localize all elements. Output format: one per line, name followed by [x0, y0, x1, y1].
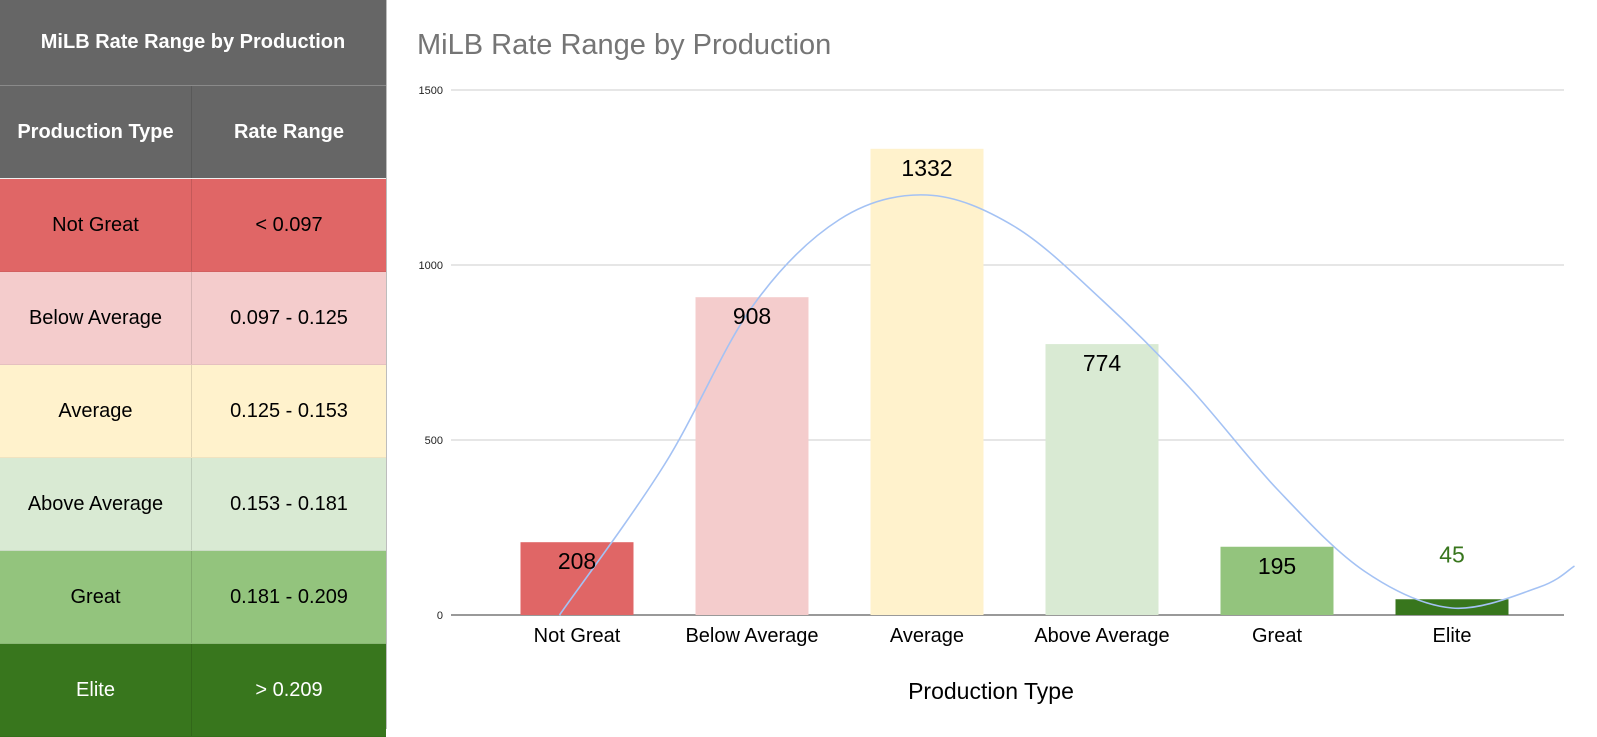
- data-labels: 208 908 1332 774 195 45: [558, 155, 1465, 579]
- y-tick-labels: 0 500 1000 1500: [419, 85, 443, 622]
- table-title: MiLB Rate Range by Production: [0, 0, 386, 86]
- x-tick-labels: Not Great Below Average Average Above Avera…: [534, 625, 1472, 647]
- bar: [695, 297, 809, 615]
- data-label: 774: [1083, 350, 1122, 376]
- rate-range-cell: 0.153 - 0.181: [230, 492, 348, 515]
- trendline: [558, 194, 1575, 616]
- rate-range-cell: 0.125 - 0.153: [230, 399, 348, 422]
- x-tick-label: Elite: [1433, 625, 1472, 647]
- x-tick-label: Above Average: [1034, 625, 1169, 647]
- y-tick-label: 1500: [419, 85, 443, 97]
- data-label: 908: [733, 303, 771, 329]
- bar: [1220, 546, 1334, 615]
- production-type-cell: Average: [0, 365, 192, 457]
- x-tick-label: Not Great: [534, 625, 621, 647]
- bar: [870, 148, 984, 616]
- x-tick-label: Great: [1252, 625, 1302, 647]
- trendline-curve: [558, 194, 1575, 616]
- rate-range-cell: < 0.097: [255, 213, 323, 236]
- rate-range-cell: 0.181 - 0.209: [230, 585, 348, 608]
- rate-range-cell: 0.097 - 0.125: [230, 306, 348, 329]
- table-row: Elite > 0.209: [0, 644, 386, 737]
- y-tick-label: 1000: [419, 260, 443, 272]
- production-type-cell: Below Average: [0, 272, 192, 364]
- production-type-cell: Above Average: [0, 458, 192, 550]
- bar: [1395, 599, 1509, 615]
- bar: [1045, 344, 1159, 615]
- production-type-cell: Great: [0, 551, 192, 643]
- table-row: Below Average 0.097 - 0.125: [0, 272, 386, 365]
- header-rate-range: Rate Range: [192, 86, 386, 178]
- bar-chart: MiLB Rate Range by Production 208 908 1332…: [417, 29, 1575, 704]
- bars: [520, 148, 1509, 616]
- y-tick-label: 0: [437, 610, 443, 622]
- table-row: Not Great < 0.097: [0, 179, 386, 272]
- data-label: 195: [1258, 553, 1296, 579]
- header-production-type: Production Type: [0, 86, 192, 178]
- chart-panel: MiLB Rate Range by Production 208 908 1332…: [387, 0, 1597, 729]
- table-row: Average 0.125 - 0.153: [0, 365, 386, 458]
- data-label: 208: [558, 548, 596, 574]
- production-type-cell: Not Great: [0, 179, 192, 271]
- y-tick-label: 500: [425, 435, 443, 447]
- table-row: Above Average 0.153 - 0.181: [0, 458, 386, 551]
- table-row: Great 0.181 - 0.209: [0, 551, 386, 644]
- rate-range-cell: > 0.209: [255, 678, 323, 701]
- range-table: MiLB Rate Range by Production Production…: [0, 0, 387, 737]
- chart-title: MiLB Rate Range by Production: [417, 29, 831, 61]
- bar: [520, 542, 634, 615]
- x-tick-label: Average: [890, 625, 964, 647]
- x-axis-title: Production Type: [908, 678, 1074, 704]
- x-tick-label: Below Average: [685, 625, 818, 647]
- production-type-cell: Elite: [0, 644, 192, 736]
- data-label: 1332: [901, 155, 952, 181]
- data-label: 45: [1439, 541, 1465, 567]
- gridlines: [451, 89, 1564, 616]
- table-header-row: Production Type Rate Range: [0, 86, 386, 179]
